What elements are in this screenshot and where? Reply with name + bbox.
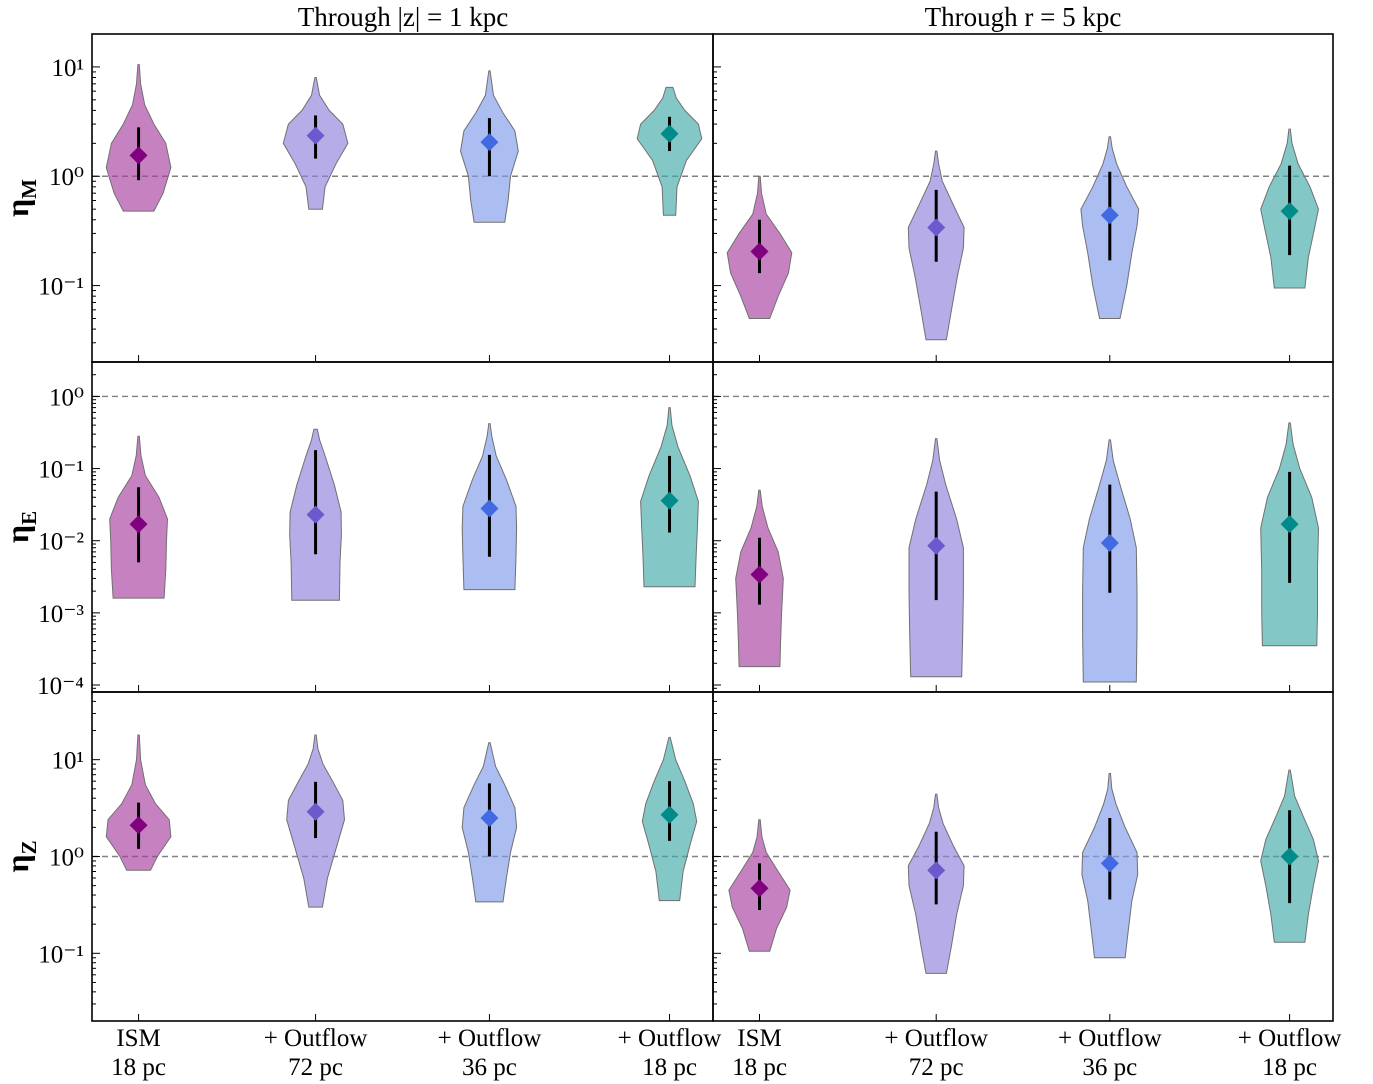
violin-2 [1081,137,1139,319]
violin-0 [736,490,784,666]
violin-1 [290,429,342,600]
y-tick-label: 10⁰ [49,164,84,191]
column-title-left: Through |z| = 1 kpc [298,2,509,32]
violin-0 [106,735,171,870]
panel-1-1 [713,362,1333,692]
x-category-label-line1: + Outflow [264,1025,368,1052]
column-title-right: Through r = 5 kpc [925,2,1122,32]
y-tick-label: 10⁻⁴ [37,673,84,700]
row-ylabel: ηZ [0,840,41,872]
y-tick-label: 10⁻¹ [38,941,84,968]
y-tick-label: 10¹ [52,55,85,82]
y-tick-label: 10⁰ [49,845,84,872]
violin-2 [462,424,516,590]
x-category-label-line1: + Outflow [884,1025,988,1052]
ylabel-subscript: Z [17,840,41,854]
x-category-label-line2: 18 pc [732,1054,787,1081]
violin-1 [283,78,348,210]
violin-0 [110,436,168,598]
y-tick-label: 10⁻³ [38,601,84,628]
violin-3 [637,87,702,215]
panel-frame [92,362,713,692]
violin-body [637,87,702,215]
violin-2 [462,743,516,902]
panel-frame [713,34,1333,362]
panel-frame [92,34,713,362]
x-category-label-line1: ISM [737,1025,781,1052]
violin-0 [729,820,790,952]
ylabel-symbol: η [0,854,35,872]
panel-0-0 [92,34,713,362]
violin-0 [106,65,171,212]
x-category-label-line2: 72 pc [909,1054,964,1081]
ylabel-symbol: η [0,199,35,217]
panel-0-1 [713,34,1333,362]
ylabel-symbol: η [0,525,35,543]
y-tick-label: 10¹ [52,748,85,775]
x-category-label-line1: ISM [116,1025,160,1052]
x-category-label-line2: 18 pc [111,1054,166,1081]
panel-2-0 [92,692,713,1021]
x-category-label-line2: 18 pc [1262,1054,1317,1081]
violin-2 [461,71,519,222]
ylabel-subscript: M [17,179,41,199]
x-category-label-line2: 36 pc [462,1054,517,1081]
x-category-label-line1: + Outflow [438,1025,542,1052]
violin-1 [908,794,964,973]
violin-1 [287,735,345,907]
violin-3 [1261,770,1319,942]
violin-2 [1083,440,1137,682]
violin-0 [727,176,792,318]
violin-1 [909,439,963,677]
x-category-label-line2: 36 pc [1082,1054,1137,1081]
panel-2-1 [713,692,1333,1021]
column-titles: Through |z| = 1 kpc Through r = 5 kpc [298,2,1122,32]
y-tick-label: 10⁻¹ [38,274,84,301]
x-category-label-line2: 18 pc [642,1054,697,1081]
panels [92,34,1333,1021]
row-ylabel: ηE [0,511,41,543]
panel-frame [713,362,1333,692]
violin-3 [642,737,696,900]
x-category-label-line1: + Outflow [618,1025,722,1052]
x-category-label-line1: + Outflow [1238,1025,1342,1052]
violin-3 [641,408,699,587]
x-category-label-line2: 72 pc [288,1054,343,1081]
violin-2 [1082,774,1138,958]
violin-3 [1261,129,1319,288]
ylabel-subscript: E [17,511,41,525]
y-tick-label: 10⁻² [38,529,84,556]
y-tick-label: 10⁰ [49,384,84,411]
row-y-labels: 10⁻¹10⁰10¹ηM10⁻⁴10⁻³10⁻²10⁻¹10⁰ηE10⁻¹10⁰… [0,55,84,968]
violin-1 [908,151,964,340]
y-tick-label: 10⁻¹ [38,457,84,484]
violin-3 [1261,423,1319,646]
panel-1-0 [92,362,713,692]
row-ylabel: ηM [0,179,41,217]
x-category-label-line1: + Outflow [1058,1025,1162,1052]
